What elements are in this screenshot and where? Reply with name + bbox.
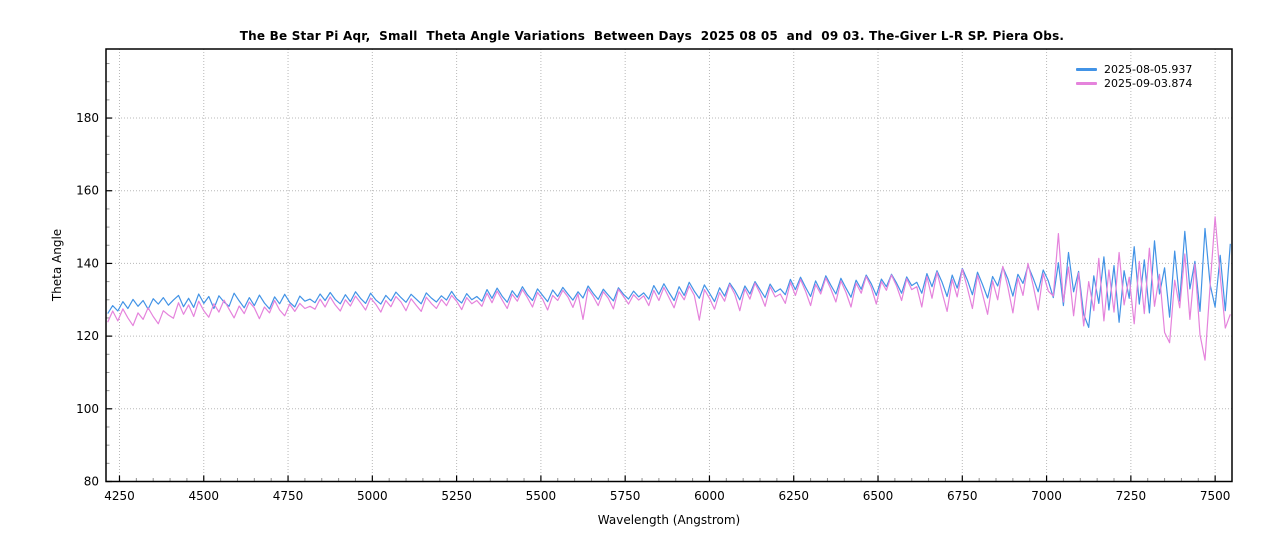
legend-line-swatch [1076,82,1097,85]
gridlines [106,49,1232,482]
x-tick-label: 4250 [104,489,135,503]
y-tick-label: 160 [76,184,99,198]
legend-item: 2025-09-03.874 [1076,77,1192,90]
series-line-2025-08-05.937 [107,227,1231,328]
legend-item: 2025-08-05.937 [1076,63,1192,76]
plot-border [105,48,1233,483]
y-tick-label: 100 [76,402,99,416]
x-tick-label: 7500 [1200,489,1231,503]
x-axis-title: Wavelength (Angstrom) [597,513,741,527]
x-tick-label: 7000 [1031,489,1062,503]
y-tick-label: 180 [76,111,99,125]
x-tick-label: 6000 [694,489,725,503]
legend-label: 2025-08-05.937 [1104,63,1193,76]
x-tick-label: 5000 [357,489,388,503]
legend-line-swatch [1076,68,1097,71]
x-tick-label: 6750 [947,489,978,503]
x-tick-label: 6500 [863,489,894,503]
x-tick-label: 4750 [273,489,304,503]
x-tick-label: 5500 [526,489,557,503]
chart-title: The Be Star Pi Aqr, Small Theta Angle Va… [239,29,1065,43]
x-tick-label: 4500 [188,489,219,503]
series-line-2025-09-03.874 [107,216,1231,361]
x-tick-label: 5750 [610,489,641,503]
x-tick-label: 6250 [778,489,809,503]
y-tick-label: 140 [76,256,99,270]
x-tick-label: 7250 [1116,489,1147,503]
legend: 2025-08-05.937 2025-09-03.874 [1076,63,1192,90]
y-tick-label: 120 [76,329,99,343]
legend-label: 2025-09-03.874 [1104,77,1193,90]
minor-ticks [106,63,1233,482]
x-tick-label: 5250 [441,489,472,503]
y-tick-label: 80 [84,475,99,489]
major-ticks: 4250 4500 4750 5000 5250 5500 5750 6000 6250 6500… [76,111,1230,503]
y-axis-title: Theta Angle [50,228,64,302]
